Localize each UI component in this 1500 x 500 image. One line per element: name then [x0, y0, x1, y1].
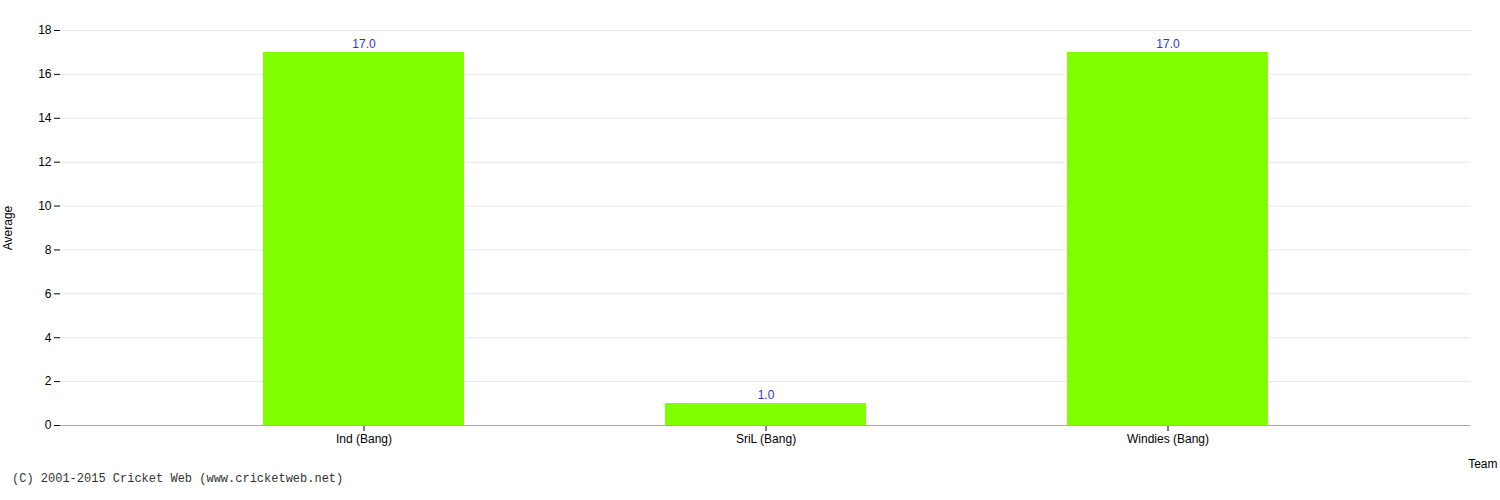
svg-text:Team: Team — [1468, 457, 1497, 471]
html-text:(C) 2001-2015 Cricket Web (www: (C) 2001-2015 Cricket Web (www.cricketwe… — [12, 472, 344, 486]
svg-text:17.0: 17.0 — [1156, 37, 1180, 51]
svg-text:Ind (Bang): Ind (Bang) — [336, 432, 392, 446]
svg-text:4: 4 — [45, 331, 52, 345]
svg-text:8: 8 — [45, 243, 52, 257]
svg-text:14: 14 — [38, 111, 52, 125]
svg-text:1.0: 1.0 — [758, 388, 775, 402]
svg-text:10: 10 — [38, 199, 52, 213]
svg-text:SriL (Bang): SriL (Bang) — [736, 432, 796, 446]
svg-text:18: 18 — [38, 23, 52, 37]
svg-text:0: 0 — [45, 418, 52, 432]
svg-text:Average: Average — [1, 205, 15, 250]
svg-text:6: 6 — [45, 287, 52, 301]
svg-text:2: 2 — [45, 374, 52, 388]
svg-text:16: 16 — [38, 67, 52, 81]
svg-text:17.0: 17.0 — [352, 37, 376, 51]
svg-text:Windies (Bang): Windies (Bang) — [1127, 432, 1209, 446]
svg-text:12: 12 — [38, 155, 52, 169]
